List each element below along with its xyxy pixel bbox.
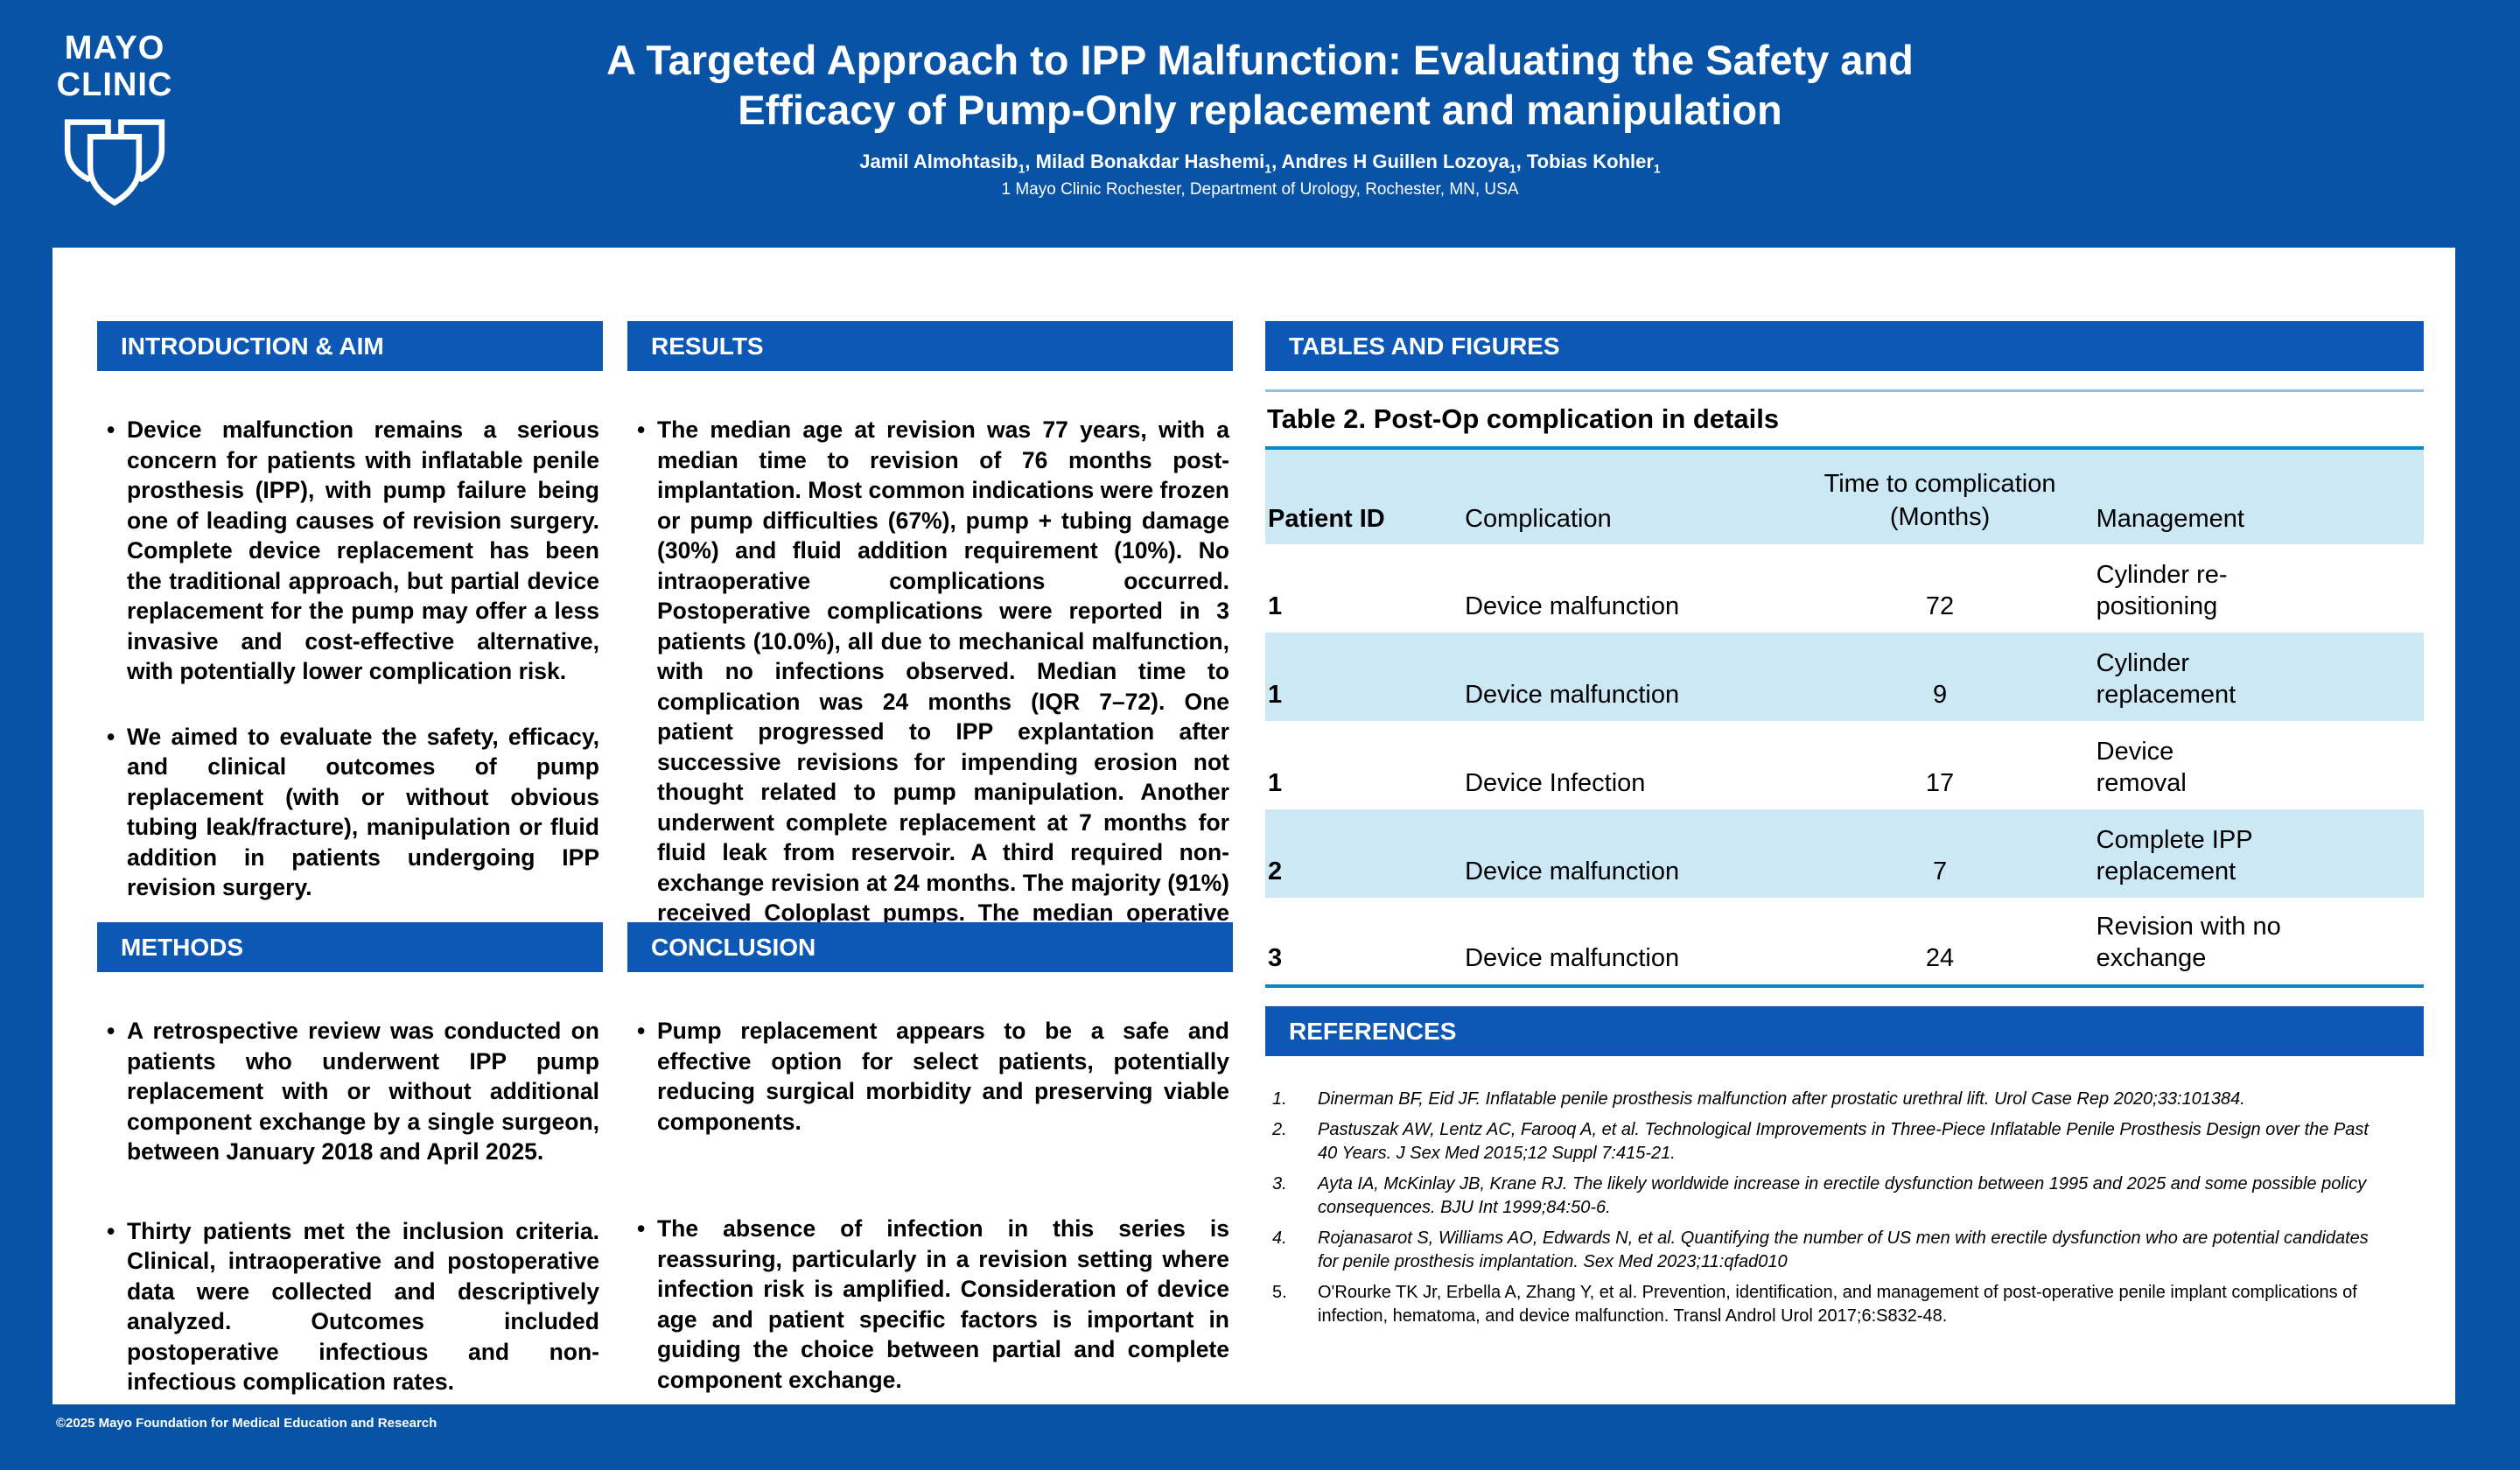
- section-header-references: REFERENCES: [1265, 1006, 2424, 1056]
- cell-management: Device removal: [2096, 738, 2187, 797]
- section-header-methods: METHODS: [97, 922, 603, 972]
- poster-title: A Targeted Approach to IPP Malfunction: …: [420, 35, 2100, 135]
- poster-columns: INTRODUCTION & AIM Device malfunction re…: [52, 248, 2455, 1404]
- reference-item: 5. O'Rourke TK Jr, Erbella A, Zhang Y, e…: [1272, 1281, 2384, 1329]
- reference-number: 2.: [1272, 1119, 1287, 1139]
- cell-complication: Device malfunction: [1465, 944, 1680, 972]
- cell-patient-id: 1: [1268, 681, 1283, 709]
- copyright-footer: ©2025 Mayo Foundation for Medical Educat…: [56, 1416, 438, 1431]
- poster-title-line1: A Targeted Approach to IPP Malfunction: …: [606, 37, 1914, 83]
- cell-management: Cylinder replacement: [2096, 649, 2236, 709]
- cell-complication: Device malfunction: [1465, 592, 1680, 620]
- cell-months: 7: [1932, 858, 1948, 886]
- cell-management: Cylinder re- positioning: [2096, 561, 2228, 620]
- logo-word-clinic: CLINIC: [56, 66, 173, 103]
- table-row: 1 Device Infection 17 Device removal: [1265, 721, 2424, 809]
- cell-months: 72: [1925, 592, 1955, 620]
- table-row: 3 Device malfunction 24 Revision with no…: [1265, 898, 2424, 986]
- table-row: 1 Device malfunction 72 Cylinder re- pos…: [1265, 544, 2424, 633]
- poster-title-line2: Efficacy of Pump-Only replacement and ma…: [738, 87, 1782, 133]
- references-list: 1. Dinerman BF, Eid JF. Inflatable penil…: [1272, 1088, 2384, 1329]
- cell-complication: Device malfunction: [1465, 858, 1680, 886]
- cell-management: Revision with no exchange: [2096, 913, 2281, 972]
- methods-body: A retrospective review was conducted on …: [97, 972, 603, 1397]
- cell-complication: Device Infection: [1465, 769, 1646, 797]
- column-header-complication: Complication: [1465, 505, 1612, 533]
- cell-patient-id: 2: [1268, 858, 1283, 886]
- cell-complication: Device malfunction: [1465, 681, 1680, 709]
- authors-line: Jamil Almohtasib1, Milad Bonakdar Hashem…: [420, 150, 2100, 175]
- cell-months: 9: [1932, 681, 1948, 709]
- reference-number: 1.: [1272, 1089, 1287, 1109]
- table-row: 2 Device malfunction 7 Complete IPP repl…: [1265, 809, 2424, 898]
- reference-text: Ayta IA, McKinlay JB, Krane RJ. The like…: [1318, 1173, 2367, 1218]
- introduction-body: Device malfunction remains a serious con…: [97, 371, 603, 922]
- column-header-management: Management: [2096, 505, 2244, 533]
- section-header-results: RESULTS: [627, 321, 1233, 371]
- reference-text: Dinerman BF, Eid JF. Inflatable penile p…: [1318, 1089, 2245, 1109]
- results-body: The median age at revision was 77 years,…: [627, 371, 1233, 922]
- reference-text: O'Rourke TK Jr, Erbella A, Zhang Y, et a…: [1318, 1282, 2357, 1326]
- author-affil-mark: 1: [1653, 161, 1661, 176]
- cell-patient-id: 1: [1268, 592, 1283, 620]
- author: , Andres H Guillen Lozoya: [1271, 150, 1509, 172]
- column-tables-references: TABLES AND FIGURES Table 2. Post-Op comp…: [1265, 321, 2424, 1404]
- mayo-triple-shield-icon: [49, 117, 180, 213]
- affiliation-line: 1 Mayo Clinic Rochester, Department of U…: [1001, 180, 1519, 200]
- introduction-bullet-2: We aimed to evaluate the safety, efficac…: [105, 722, 599, 903]
- author-affil-mark: 1: [1018, 161, 1026, 176]
- cell-patient-id: 3: [1268, 944, 1283, 972]
- section-header-introduction-aim: INTRODUCTION & AIM: [97, 321, 603, 371]
- conclusion-body: Pump replacement appears to be a safe an…: [627, 972, 1233, 1395]
- header-titles: A Targeted Approach to IPP Malfunction: …: [420, 35, 2100, 200]
- section-header-conclusion: CONCLUSION: [627, 922, 1233, 972]
- introduction-bullet-1: Device malfunction remains a serious con…: [105, 415, 599, 687]
- author-affil-mark: 1: [1264, 161, 1272, 176]
- cell-patient-id: 1: [1268, 769, 1283, 797]
- reference-item: 1. Dinerman BF, Eid JF. Inflatable penil…: [1272, 1088, 2384, 1112]
- column-header-patient-id: Patient ID: [1268, 505, 1385, 533]
- reference-text: Rojanasarot S, Williams AO, Edwards N, e…: [1318, 1228, 2369, 1272]
- reference-item: 3. Ayta IA, McKinlay JB, Krane RJ. The l…: [1272, 1172, 2384, 1221]
- mayo-clinic-logo: MAYO CLINIC: [49, 30, 180, 213]
- reference-number: 3.: [1272, 1173, 1287, 1194]
- column-introduction-methods: INTRODUCTION & AIM Device malfunction re…: [97, 321, 603, 1404]
- author-affil-mark: 1: [1508, 161, 1516, 176]
- reference-number: 4.: [1272, 1228, 1287, 1248]
- conclusion-bullet-1: Pump replacement appears to be a safe an…: [635, 1016, 1229, 1137]
- reference-item: 4. Rojanasarot S, Williams AO, Edwards N…: [1272, 1227, 2384, 1275]
- conclusion-bullet-2: The absence of infection in this series …: [635, 1214, 1229, 1395]
- content-panel: INTRODUCTION & AIM Device malfunction re…: [52, 248, 2455, 1404]
- table-header-row: Patient ID Complication Time to complica…: [1265, 448, 2424, 544]
- author: , Milad Bonakdar Hashemi: [1025, 150, 1265, 172]
- postop-complication-table: Patient ID Complication Time to complica…: [1265, 446, 2424, 988]
- table-title: Table 2. Post-Op complication in details: [1267, 403, 1780, 434]
- section-header-tables-figures: TABLES AND FIGURES: [1265, 321, 2424, 371]
- methods-bullet-2: Thirty patients met the inclusion criter…: [105, 1216, 599, 1397]
- column-header-time-to-complication: Time to complication (Months): [1824, 470, 2056, 531]
- logo-word-mayo: MAYO: [64, 30, 165, 66]
- cell-months: 24: [1925, 944, 1955, 972]
- table-row: 1 Device malfunction 9 Cylinder replacem…: [1265, 633, 2424, 721]
- cell-months: 17: [1925, 769, 1955, 797]
- author: , Tobias Kohler: [1516, 150, 1654, 172]
- column-results-conclusion: RESULTS The median age at revision was 7…: [627, 321, 1233, 1404]
- cell-management: Complete IPP replacement: [2096, 826, 2253, 886]
- reference-number: 5.: [1272, 1282, 1287, 1302]
- figures-area: Table 2. Post-Op complication in details…: [1265, 389, 2424, 988]
- methods-bullet-1: A retrospective review was conducted on …: [105, 1016, 599, 1167]
- reference-text: Pastuszak AW, Lentz AC, Farooq A, et al.…: [1318, 1119, 2369, 1164]
- results-bullet-1: The median age at revision was 77 years,…: [635, 415, 1229, 922]
- reference-item: 2. Pastuszak AW, Lentz AC, Farooq A, et …: [1272, 1118, 2384, 1166]
- author: Jamil Almohtasib: [859, 150, 1018, 172]
